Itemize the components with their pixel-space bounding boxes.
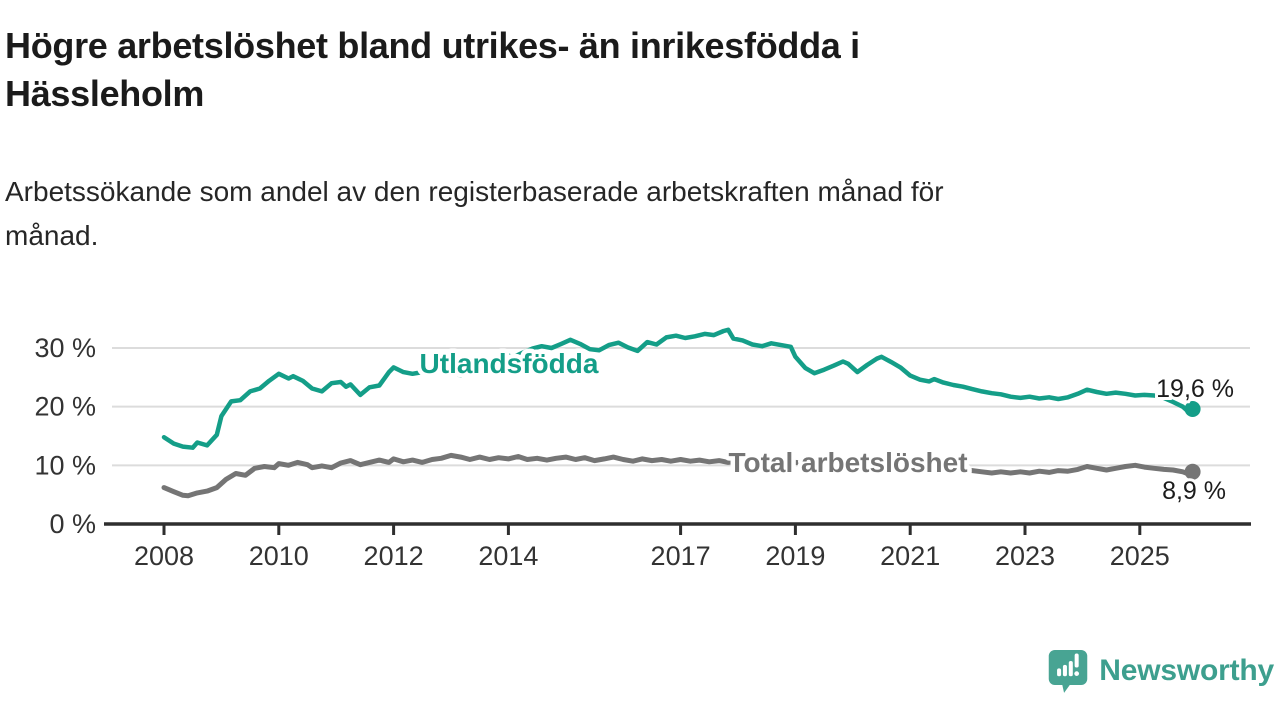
newsworthy-logo: Newsworthy	[1047, 648, 1274, 694]
series-label: Total arbetslöshet	[728, 447, 967, 478]
end-value-label: 19,6 %	[1156, 375, 1234, 403]
x-tick-label: 2017	[651, 541, 711, 571]
page-title-line-1: Högre arbetslöshet bland utrikes- än inr…	[5, 25, 860, 66]
x-tick-label: 2019	[765, 541, 825, 571]
y-axis-labels: 0 % 10 % 20 % 30 %	[34, 333, 96, 539]
y-tick-label: 10 %	[34, 450, 96, 480]
x-tick-label: 2012	[364, 541, 424, 571]
speech-bubble-shape	[1049, 650, 1088, 693]
x-tick-label: 2010	[249, 541, 309, 571]
gridlines	[112, 346, 1250, 467]
series-line-total-arbetsl-shet	[161, 452, 1196, 499]
series-line-utlandsf-dda	[161, 327, 1195, 450]
series-lines	[161, 327, 1201, 499]
brand-name: Newsworthy	[1099, 654, 1274, 687]
end-value-label: 8,9 %	[1162, 477, 1226, 505]
chart-labels: Utlandsfödda 19,6 % Total arbetslöshet 8,9 …	[415, 344, 1237, 509]
series-end-dot	[1184, 463, 1201, 480]
chart-subtitle: Arbetssökande som andel av den registerb…	[5, 170, 944, 258]
chart-subtitle-line-1: Arbetssökande som andel av den registerb…	[5, 176, 944, 207]
x-axis: 2008 2010 2012 2014 2017 2019 2021 2023 2025	[104, 522, 1251, 571]
x-tick-label: 2014	[478, 541, 538, 571]
speech-bubble-bar-chart-icon	[1049, 650, 1088, 693]
x-tick-label: 2023	[995, 541, 1055, 571]
y-tick-label: 30 %	[34, 333, 96, 363]
series-label: Utlandsfödda	[420, 348, 599, 379]
y-tick-label: 0 %	[49, 509, 96, 539]
page-title-line-2: Hässleholm	[5, 73, 205, 114]
mini-bar-chart-glyph	[1057, 653, 1080, 677]
line-chart: 2008 2010 2012 2014 2017 2019 2021 2023 2025 0 %…	[34, 327, 1251, 571]
x-tick-label: 2008	[134, 541, 194, 571]
page-title: Högre arbetslöshet bland utrikes- än inr…	[5, 22, 860, 118]
chart-subtitle-line-2: månad.	[5, 220, 99, 251]
y-tick-label: 20 %	[34, 392, 96, 422]
x-tick-label: 2021	[880, 541, 940, 571]
x-tick-label: 2025	[1110, 541, 1170, 571]
series-end-dot	[1184, 401, 1201, 418]
